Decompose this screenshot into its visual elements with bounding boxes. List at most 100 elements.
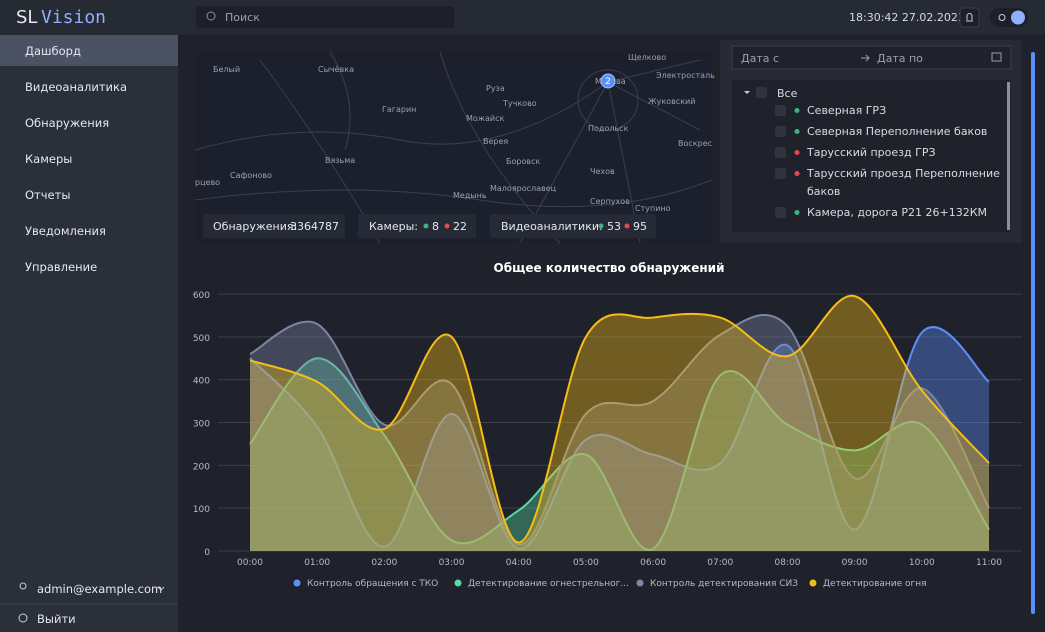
y-tick-label: 300 (193, 420, 210, 430)
legend-marker[interactable] (455, 580, 462, 587)
y-tick-label: 200 (193, 462, 210, 472)
nav-item[interactable]: Дашборд (25, 44, 81, 58)
nav-item[interactable]: Камеры (25, 152, 72, 166)
y-tick-label: 500 (193, 334, 210, 344)
y-tick-label: 100 (193, 505, 210, 515)
status-dot (445, 224, 450, 229)
legend-label[interactable]: Детектирование огнестрельног... (468, 579, 629, 589)
stat-value: 22 (453, 220, 467, 233)
checkbox[interactable] (775, 147, 786, 158)
tree-item: Тарусский проезд ГРЗ (806, 146, 936, 159)
tree-item: Северная ГРЗ (807, 104, 886, 117)
nav-item[interactable]: Управление (25, 260, 97, 274)
map-place: Чехов (590, 167, 615, 176)
x-tick-label: 03:00 (439, 558, 465, 568)
y-tick-label: 400 (193, 377, 210, 387)
legend-marker[interactable] (637, 580, 644, 587)
checkbox[interactable] (775, 126, 786, 137)
x-tick-label: 11:00 (976, 558, 1002, 568)
map-place: Можайск (466, 114, 505, 123)
x-tick-label: 00:00 (237, 558, 263, 568)
x-tick-label: 01:00 (304, 558, 330, 568)
status-dot (795, 108, 800, 113)
search-placeholder: Поиск (225, 11, 260, 24)
stat-value: 8 (432, 220, 439, 233)
legend-marker[interactable] (294, 580, 301, 587)
stat-value: 3364787 (290, 220, 339, 233)
nav-item[interactable]: Уведомления (25, 224, 106, 238)
status-dot (795, 129, 800, 134)
legend-marker[interactable] (810, 580, 817, 587)
map-place: Руза (486, 84, 505, 93)
checkbox[interactable] (775, 105, 786, 116)
map-place: Белый (213, 65, 240, 74)
chart-title: Общее количество обнаружений (494, 261, 725, 275)
map-place: Жуковский (648, 97, 695, 106)
stat-value: 53 (607, 220, 621, 233)
date-from: Дата с (741, 52, 779, 65)
map-place: Сычёвка (318, 65, 354, 74)
page-scrollbar[interactable] (1031, 52, 1035, 614)
logout[interactable]: Выйти (37, 612, 76, 626)
map-place: Тучково (502, 99, 537, 108)
stat-value: 95 (633, 220, 647, 233)
map-place: Щелково (628, 53, 666, 62)
map-place: Боровск (506, 157, 540, 166)
tree-all: Все (777, 87, 798, 100)
y-tick-label: 0 (204, 548, 210, 558)
map-place: Подольск (588, 124, 629, 133)
status-dot (625, 224, 630, 229)
status-dot (424, 224, 429, 229)
cluster-count: 2 (605, 77, 611, 87)
legend-label[interactable]: Контроль детектирования СИЗ (650, 579, 798, 589)
x-tick-label: 06:00 (640, 558, 666, 568)
checkbox[interactable] (775, 168, 786, 179)
notifications-button[interactable] (960, 8, 979, 27)
tree-item: Камера, дорога Р21 26+132КМ (807, 206, 987, 219)
legend-label[interactable]: Детектирование огня (823, 579, 927, 589)
status-dot (599, 224, 604, 229)
logo: SL (16, 7, 37, 28)
x-tick-label: 09:00 (842, 558, 868, 568)
nav-item[interactable]: Видеоаналитика (25, 80, 127, 94)
logo: Vision (41, 7, 106, 28)
tree-item: Северная Переполнение баков (807, 125, 987, 138)
x-tick-label: 04:00 (506, 558, 532, 568)
map-place: рцево (195, 178, 220, 187)
y-tick-label: 600 (193, 291, 210, 301)
toggle-knob (1011, 11, 1025, 25)
date-to: Дата по (877, 52, 923, 65)
map-place: Гагарин (382, 105, 416, 114)
stat-label: Камеры: (369, 220, 418, 233)
nav-item[interactable]: Отчеты (25, 188, 70, 202)
nav-item[interactable]: Обнаружения (25, 116, 109, 130)
stat-label: Видеоаналитики: (501, 220, 603, 233)
user-name[interactable]: admin@example.com (37, 582, 162, 596)
x-tick-label: 08:00 (774, 558, 800, 568)
map-place: Медынь (453, 191, 487, 200)
status-dot (795, 171, 800, 176)
map-place: Малоярославец (490, 184, 557, 193)
datetime: 18:30:42 27.02.2023 (849, 11, 965, 24)
map-place: Вязьма (325, 156, 355, 165)
x-tick-label: 02:00 (371, 558, 397, 568)
area (250, 296, 989, 551)
map-place: Ступино (635, 204, 671, 213)
x-tick-label: 10:00 (909, 558, 935, 568)
map-place: Сафоново (230, 171, 272, 180)
legend-label[interactable]: Контроль обращения с ТКО (307, 579, 438, 589)
stat-label: Обнаружения: (213, 220, 297, 233)
map-place: Воскрес (678, 139, 712, 148)
x-tick-label: 05:00 (573, 558, 599, 568)
map-place: Серпухов (590, 197, 630, 206)
checkbox[interactable] (756, 87, 767, 98)
x-tick-label: 07:00 (707, 558, 733, 568)
map-place: Верея (483, 137, 508, 146)
status-dot (795, 210, 800, 215)
checkbox[interactable] (775, 207, 786, 218)
tree-scrollbar[interactable] (1007, 82, 1010, 230)
map-place: Электросталь (656, 71, 715, 80)
status-dot (795, 150, 800, 155)
